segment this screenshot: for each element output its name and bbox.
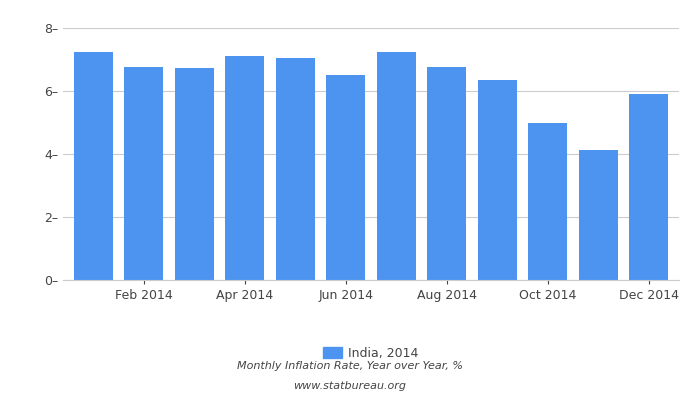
- Bar: [124, 67, 164, 280]
- Bar: [174, 68, 214, 280]
- Bar: [276, 58, 315, 280]
- Text: www.statbureau.org: www.statbureau.org: [293, 381, 407, 391]
- Bar: [477, 80, 517, 280]
- Bar: [578, 150, 618, 280]
- Bar: [225, 56, 265, 280]
- Legend: India, 2014: India, 2014: [318, 342, 424, 365]
- Bar: [326, 75, 365, 280]
- Bar: [427, 67, 466, 280]
- Bar: [74, 52, 113, 280]
- Bar: [528, 122, 568, 280]
- Text: Monthly Inflation Rate, Year over Year, %: Monthly Inflation Rate, Year over Year, …: [237, 361, 463, 371]
- Bar: [377, 52, 416, 280]
- Bar: [629, 94, 668, 280]
